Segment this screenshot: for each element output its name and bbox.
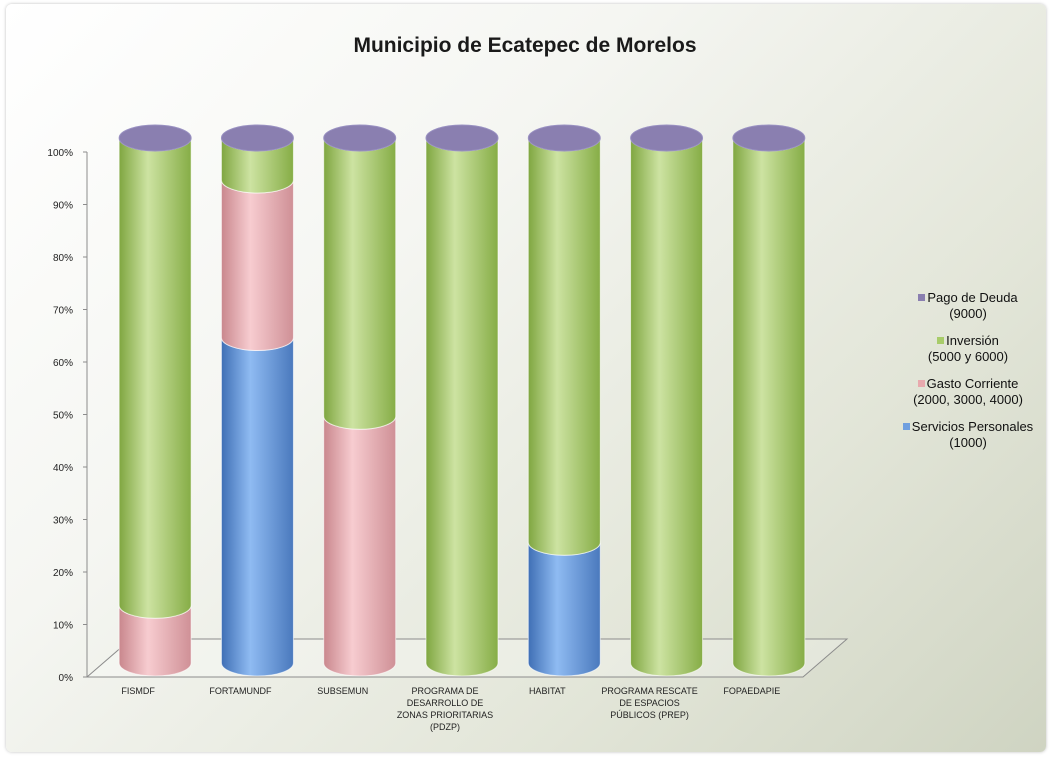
x-tick-label-subsemun: SUBSEMUN bbox=[317, 686, 368, 696]
y-tick-label: 30% bbox=[53, 516, 73, 527]
legend: Pago de Deuda (9000) Inversión (5000 y 6… bbox=[893, 290, 1043, 462]
y-tick-label: 80% bbox=[53, 253, 73, 264]
bar-top-cap bbox=[118, 124, 192, 152]
bar-segment-inversion-programa-de-desarrollo-de-zonas-prioritarias-pdzp bbox=[425, 124, 499, 677]
legend-sublabel-pago-de-deuda: (9000) bbox=[949, 306, 987, 321]
legend-sublabel-inversion: (5000 y 6000) bbox=[927, 349, 1009, 364]
bar-segment-gasto-corriente-subsemun bbox=[323, 402, 397, 677]
legend-item-servicios-personales: Servicios Personales (1000) bbox=[893, 419, 1043, 451]
legend-swatch-pago-de-deuda bbox=[918, 294, 926, 302]
bar-top-cap bbox=[220, 124, 294, 152]
bar-top-cap bbox=[425, 124, 499, 152]
y-tick-label: 60% bbox=[53, 358, 73, 369]
y-tick-label: 20% bbox=[53, 568, 73, 579]
bar-segment-inversion-subsemun bbox=[323, 124, 397, 430]
y-tick-label: 90% bbox=[53, 201, 73, 212]
x-tick-label-fopaedapie: FOPAEDAPIE bbox=[723, 686, 780, 696]
bar-segment-gasto-corriente-fortamundf bbox=[220, 166, 294, 351]
legend-swatch-servicios-personales bbox=[902, 423, 910, 431]
bar-segment-inversion-fismdf bbox=[118, 124, 192, 619]
legend-label-pago-de-deuda: Pago de Deuda bbox=[927, 290, 1018, 305]
y-tick-label: 100% bbox=[47, 148, 73, 159]
x-tick-label-fismdf: FISMDF bbox=[121, 686, 155, 696]
x-tick-label-programa-de-desarrollo-de-zonas-prioritarias-pdzp: DESARROLLO DE bbox=[407, 698, 484, 708]
bar-top-cap bbox=[527, 124, 601, 152]
legend-label-inversion: Inversión bbox=[946, 333, 999, 348]
legend-swatch-inversion bbox=[937, 337, 945, 345]
bar-top-cap bbox=[323, 124, 397, 152]
chart-title: Municipio de Ecatepec de Morelos bbox=[353, 34, 697, 57]
bar-segment-inversion-fopaedapie bbox=[732, 124, 806, 677]
y-tick-label: 70% bbox=[53, 306, 73, 317]
x-tick-label-programa-rescate-de-espacios-publicos-prep: DE ESPACIOS bbox=[619, 698, 679, 708]
x-tick-label-habitat: HABITAT bbox=[529, 686, 566, 696]
bar-top-cap bbox=[732, 124, 806, 152]
x-tick-label-programa-de-desarrollo-de-zonas-prioritarias-pdzp: (PDZP) bbox=[430, 722, 460, 732]
bar-segment-servicios-personales-fortamundf bbox=[220, 324, 294, 677]
bar-top-cap bbox=[630, 124, 704, 152]
legend-sublabel-gasto-corriente: (2000, 3000, 4000) bbox=[913, 392, 1023, 407]
x-tick-label-programa-de-desarrollo-de-zonas-prioritarias-pdzp: PROGRAMA DE bbox=[411, 686, 478, 696]
legend-swatch-gasto-corriente bbox=[917, 380, 925, 388]
y-tick-label: 10% bbox=[53, 621, 73, 632]
y-tick-label: 40% bbox=[53, 463, 73, 474]
x-tick-label-fortamundf: FORTAMUNDF bbox=[209, 686, 272, 696]
legend-item-gasto-corriente: Gasto Corriente (2000, 3000, 4000) bbox=[893, 376, 1043, 408]
y-tick-label: 50% bbox=[53, 411, 73, 422]
x-tick-label-programa-rescate-de-espacios-publicos-prep: PROGRAMA RESCATE bbox=[601, 686, 697, 696]
legend-label-servicios-personales: Servicios Personales bbox=[911, 419, 1034, 434]
legend-item-inversion: Inversión (5000 y 6000) bbox=[893, 333, 1043, 365]
legend-item-pago-de-deuda: Pago de Deuda (9000) bbox=[893, 290, 1043, 322]
bar-segment-inversion-programa-rescate-de-espacios-publicos-prep bbox=[630, 124, 704, 677]
x-tick-label-programa-rescate-de-espacios-publicos-prep: PÚBLICOS (PREP) bbox=[610, 710, 689, 720]
legend-sublabel-servicios-personales: (1000) bbox=[949, 435, 987, 450]
x-tick-label-programa-de-desarrollo-de-zonas-prioritarias-pdzp: ZONAS PRIORITARIAS bbox=[397, 710, 493, 720]
y-tick-label: 0% bbox=[59, 673, 74, 684]
legend-label-gasto-corriente: Gasto Corriente bbox=[926, 376, 1019, 391]
bar-segment-inversion-habitat bbox=[527, 124, 601, 556]
